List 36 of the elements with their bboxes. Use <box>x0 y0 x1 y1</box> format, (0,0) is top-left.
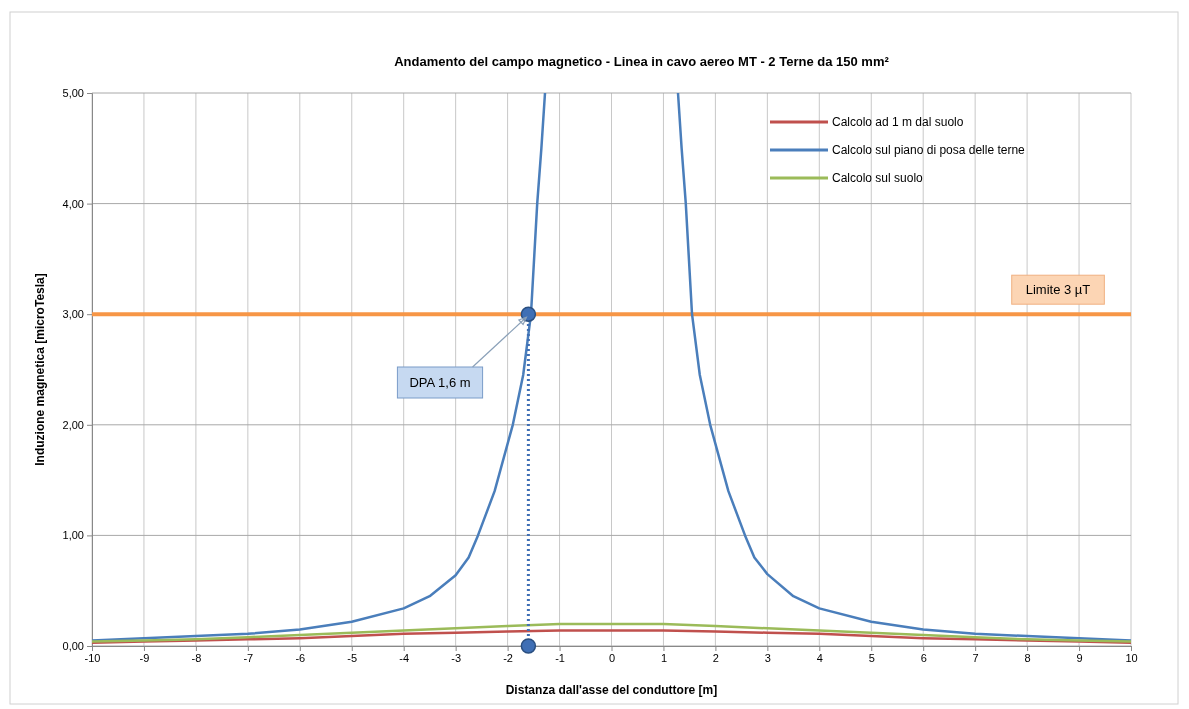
x-tick-label: 0 <box>608 651 616 664</box>
x-tick-label: -3 <box>451 651 462 664</box>
x-tick-label: -9 <box>139 651 150 664</box>
x-tick-label: 3 <box>764 651 771 664</box>
x-tick-label: 2 <box>712 651 719 664</box>
line-series <box>90 622 1133 643</box>
y-tick-label: 5,00 <box>62 87 84 100</box>
legend-label: Calcolo sul suolo <box>832 171 924 185</box>
x-tick-label: 4 <box>816 651 823 664</box>
x-tick-label: -8 <box>191 651 202 664</box>
y-tick-label: 3,00 <box>62 308 84 321</box>
ref-line-label: Limite 3 µT <box>1025 282 1091 298</box>
legend-label: Calcolo ad 1 m dal suolo <box>832 115 964 129</box>
x-tick-label: -2 <box>503 651 513 664</box>
chart-title: Andamento del campo magnetico - Linea in cavo aereo MT - 2 Terne da 150 mm² <box>394 54 890 69</box>
x-tick-label: -4 <box>399 651 410 664</box>
x-tick-label: -6 <box>295 651 306 664</box>
y-tick-label: 4,00 <box>62 197 84 210</box>
x-tick-label: 8 <box>1024 651 1031 664</box>
y-tick-label: 2,00 <box>62 418 84 431</box>
x-tick-label: -7 <box>243 651 254 664</box>
x-tick-label: 10 <box>1125 651 1138 664</box>
y-axis-title: Induzione magnetica [microTesla] <box>33 273 47 466</box>
x-tick-label: -1 <box>555 651 565 664</box>
x-axis-title: Distanza dall'asse del conduttore [m] <box>505 683 718 697</box>
y-tick-label: 0,00 <box>62 640 84 653</box>
x-tick-label: 7 <box>972 651 979 664</box>
x-tick-label: -5 <box>347 651 358 664</box>
x-tick-label: 6 <box>920 651 927 664</box>
x-tick-label: 5 <box>868 651 875 664</box>
y-tick-label: 1,00 <box>62 529 84 542</box>
x-tick-label: 9 <box>1076 651 1083 664</box>
legend-label: Calcolo sul piano di posa delle terne <box>832 143 1026 157</box>
x-tick-label: 1 <box>660 651 668 664</box>
x-tick-label: -10 <box>84 651 101 664</box>
annotation: DPA 1,6 m <box>409 375 471 390</box>
